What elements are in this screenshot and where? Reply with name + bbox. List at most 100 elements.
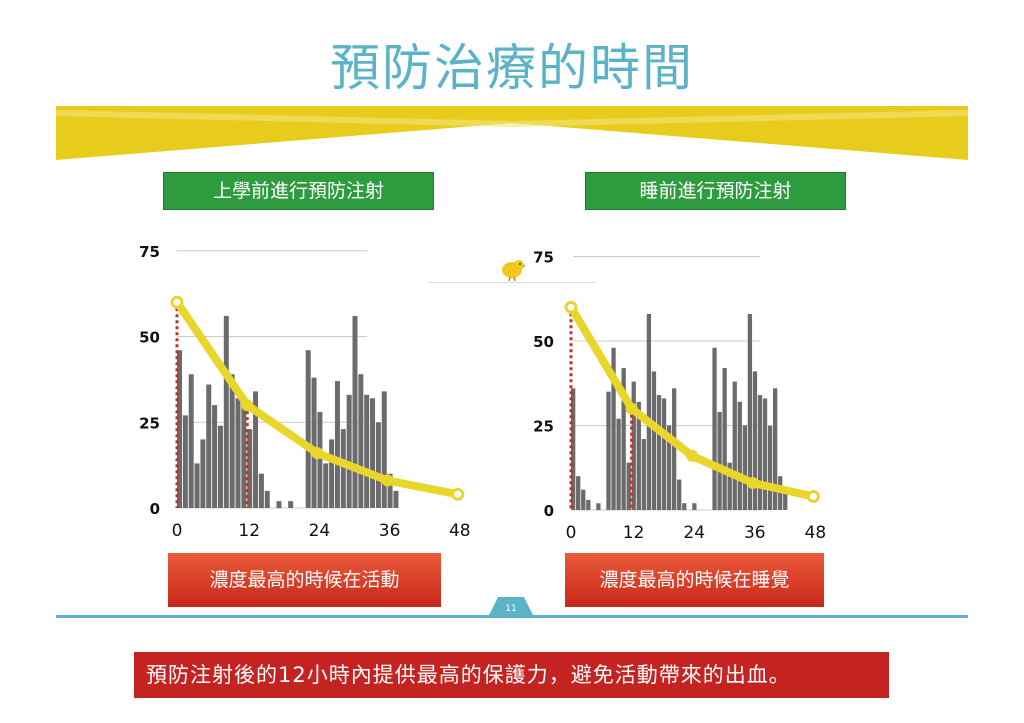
footer-message: 預防注射後的12小時內提供最高的保護力，避免活動帶來的出血。 (134, 652, 889, 698)
data-bar (206, 384, 212, 508)
bird-icon (502, 260, 526, 282)
data-bar (212, 405, 218, 508)
data-bar (737, 401, 742, 510)
data-bar (381, 391, 387, 508)
data-bar (194, 463, 200, 508)
data-bar (626, 462, 631, 510)
data-bar (323, 463, 329, 508)
data-bar (742, 425, 747, 510)
x-tick-label: 12 (238, 521, 260, 541)
data-bar (305, 350, 311, 508)
data-bar (762, 398, 768, 510)
data-bar (661, 398, 667, 510)
curve-point (241, 399, 254, 412)
panel-right-label: 睡前進行預防注射 (585, 172, 846, 210)
x-tick-label: 24 (683, 523, 705, 543)
data-bar (712, 347, 717, 510)
y-tick-label: 25 (533, 418, 554, 436)
data-bar (235, 398, 241, 508)
data-bar (727, 462, 732, 510)
data-bar (317, 411, 323, 508)
data-bar (370, 398, 376, 508)
data-bar (223, 315, 229, 508)
x-tick-label: 48 (449, 521, 471, 541)
data-bar (722, 368, 727, 510)
x-tick-label: 36 (379, 521, 401, 541)
data-bar (264, 490, 270, 508)
data-bar (717, 411, 722, 510)
data-bar (656, 395, 662, 510)
curve-point (381, 474, 394, 487)
data-bar (182, 415, 188, 508)
data-bar (340, 429, 346, 508)
curve-point (311, 447, 324, 460)
data-bar (732, 381, 737, 510)
curve-point (564, 300, 578, 314)
y-tick-label: 50 (139, 329, 160, 347)
data-bar (346, 394, 352, 508)
data-bar (692, 503, 697, 510)
data-bar (571, 388, 576, 510)
data-bar (631, 381, 636, 510)
data-bar (606, 391, 611, 510)
x-tick-label: 24 (309, 521, 331, 541)
x-tick-label: 0 (566, 523, 577, 543)
x-tick-label: 36 (744, 523, 766, 543)
slide-title: 預防治療的時間 (330, 39, 694, 97)
divider-line (428, 282, 596, 283)
footer-divider (56, 615, 968, 618)
data-bar (616, 418, 621, 510)
data-bar (596, 503, 601, 510)
y-tick-label: 75 (139, 243, 160, 261)
data-bar (311, 377, 317, 508)
data-bar (666, 425, 672, 510)
data-bar (393, 490, 399, 508)
y-tick-label: 0 (150, 500, 160, 518)
data-bar (641, 439, 646, 510)
data-bar (334, 381, 340, 508)
data-bar (229, 374, 235, 508)
y-tick-label: 50 (533, 333, 554, 351)
data-bar (757, 395, 763, 510)
data-bar (636, 401, 641, 510)
panel-left-label: 上學前進行預防注射 (163, 172, 434, 210)
data-bar (329, 439, 335, 508)
curve-point (625, 402, 638, 415)
y-tick-label: 75 (533, 249, 554, 267)
page-number: 11 (488, 597, 534, 617)
data-bar (677, 479, 682, 510)
data-bar (352, 315, 358, 508)
data-bar (358, 374, 364, 508)
panel-left-activity-label: 濃度最高的時候在活動 (168, 553, 441, 607)
data-bar (217, 425, 223, 508)
data-bar (253, 391, 259, 508)
panel-right-activity-label: 濃度最高的時候在睡覺 (565, 553, 824, 607)
data-bar (611, 347, 616, 510)
data-bar (581, 489, 586, 510)
data-bar (258, 473, 264, 508)
x-tick-label: 12 (623, 523, 645, 543)
y-tick-label: 0 (544, 502, 554, 520)
data-bar (288, 501, 294, 508)
data-bar (672, 388, 677, 510)
data-bar (586, 499, 591, 510)
data-bar (646, 313, 652, 510)
data-bar (682, 503, 687, 510)
curve-point (170, 295, 184, 309)
data-bar (387, 473, 393, 508)
data-bar (276, 501, 282, 508)
y-tick-label: 25 (139, 414, 160, 432)
data-bar (783, 489, 788, 510)
curve-point (686, 449, 699, 462)
data-bar (576, 476, 581, 510)
data-bar (752, 371, 758, 510)
data-bar (747, 313, 753, 510)
curve-point (806, 489, 820, 503)
data-bar (247, 429, 253, 508)
data-bar (200, 439, 206, 508)
data-bar (177, 350, 182, 508)
data-bar (241, 401, 247, 508)
